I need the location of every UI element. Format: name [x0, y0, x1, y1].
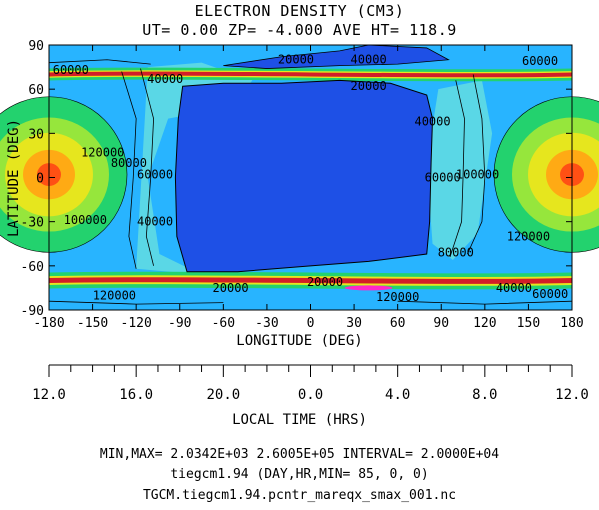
region-moderate-east [426, 80, 493, 260]
x-tick-label--120: -120 [121, 316, 152, 331]
contour-label-8: 60000 [137, 168, 173, 182]
lt-tick-label-4: 4.0 [385, 387, 410, 403]
south-band-peak [344, 285, 393, 291]
contour-label-6: 120000 [81, 145, 124, 159]
y-tick-label-60: 60 [28, 83, 44, 98]
footer-model: tiegcm1.94 (DAY,HR,MIN= 85, 0, 0) [170, 467, 429, 482]
contour-line-w2 [140, 68, 155, 266]
contour-label-12: 60000 [425, 171, 461, 185]
contour-label-4: 20000 [351, 79, 387, 93]
lt-tick-label-6: 12.0 [555, 387, 589, 403]
lt-tick-label-3: 0.0 [298, 387, 323, 403]
contour-label-9: 100000 [64, 213, 107, 227]
lt-tick-label-0: 12.0 [32, 387, 66, 403]
depletion-region [174, 79, 434, 273]
contour-label-14: 120000 [507, 229, 550, 243]
x-tick-label--30: -30 [255, 316, 278, 331]
y-tick-label-90: 90 [28, 39, 44, 54]
contour-label-18: 120000 [93, 288, 136, 302]
contour-label-15: 80000 [438, 246, 474, 260]
region-moderate-west [136, 62, 253, 275]
lt-tick-label-5: 8.0 [472, 387, 497, 403]
y-tick-label-30: 30 [28, 127, 44, 142]
contour-label-7: 80000 [111, 156, 147, 170]
local-time-axis-label: LOCAL TIME (HRS) [232, 412, 367, 428]
contour-line-n1 [48, 59, 151, 65]
footer-minmax: MIN,MAX= 2.0342E+03 2.6005E+05 INTERVAL=… [99, 447, 500, 462]
contour-label-10: 40000 [137, 215, 173, 229]
lt-tick-label-1: 16.0 [119, 387, 153, 403]
x-tick-label--180: -180 [33, 316, 64, 331]
y-axis-label: LATITUDE (DEG) [6, 119, 22, 237]
contour-label-13: 100000 [456, 168, 499, 182]
x-tick-label-60: 60 [390, 316, 406, 331]
plot-area [0, 44, 599, 310]
contour-line-e1 [467, 74, 486, 255]
x-tick-label-30: 30 [346, 316, 362, 331]
contour-label-0: 60000 [53, 63, 89, 77]
x-tick-label-0: 0 [307, 316, 315, 331]
x-tick-label-120: 120 [473, 316, 496, 331]
x-tick-label-90: 90 [433, 316, 449, 331]
y-tick-label--30: -30 [21, 216, 44, 231]
y-tick-label--60: -60 [21, 260, 44, 275]
contour-line-e2 [449, 80, 465, 258]
south-auroral-band-core [48, 277, 573, 284]
x-tick-label--60: -60 [212, 316, 235, 331]
x-tick-label--150: -150 [77, 316, 108, 331]
x-tick-label-150: 150 [517, 316, 540, 331]
depletion-polar-cap [223, 44, 450, 69]
contour-label-20: 40000 [496, 281, 532, 295]
axis-ticks: -180 -150 -120 -90 -60 -30 0 30 60 90 120 150 180 -90… [21, 39, 589, 403]
chart-title: ELECTRON DENSITY (CM3) [194, 2, 405, 20]
contour-label-2: 20000 [278, 53, 314, 67]
x-tick-label--90: -90 [168, 316, 191, 331]
x-tick-label-180: 180 [560, 316, 583, 331]
y-tick-label--90: -90 [21, 304, 44, 319]
chart-subtitle: UT= 0.00 ZP= -4.000 AVE HT= 118.9 [142, 21, 457, 39]
x-axis-label: LONGITUDE (DEG) [236, 333, 363, 349]
north-auroral-band-core [48, 71, 573, 78]
contour-line-w1 [121, 71, 137, 269]
contour-label-1: 40000 [147, 72, 183, 86]
y-tick-label-0: 0 [36, 172, 44, 187]
contour-label-3: 40000 [351, 53, 387, 67]
contour-label-21: 60000 [532, 287, 568, 301]
lt-tick-label-2: 20.0 [206, 387, 240, 403]
contour-label-17: 20000 [307, 275, 343, 289]
contour-label-11: 40000 [414, 115, 450, 129]
contour-label-5: 60000 [522, 54, 558, 68]
footer-file: TGCM.tiegcm1.94.pcntr_mareqx_smax_001.nc [142, 488, 457, 503]
contour-label-16: 20000 [213, 281, 249, 295]
contour-label-19: 120000 [376, 290, 419, 304]
